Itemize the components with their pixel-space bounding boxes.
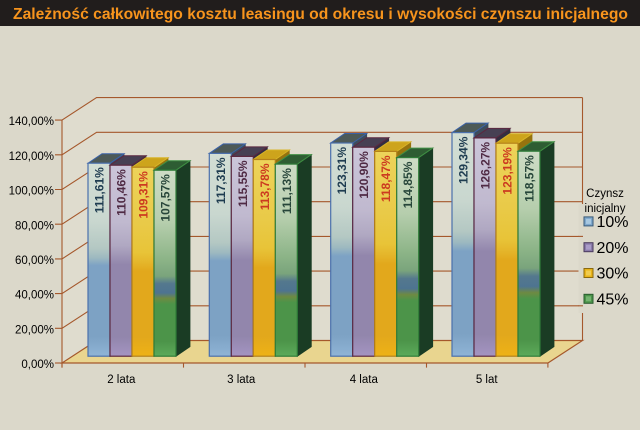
svg-text:118,57%: 118,57% [523, 155, 537, 202]
svg-text:111,13%: 111,13% [280, 168, 294, 214]
svg-text:123,19%: 123,19% [501, 147, 515, 195]
svg-text:80,00%: 80,00% [15, 220, 54, 232]
svg-text:140,00%: 140,00% [9, 116, 54, 128]
svg-text:120,00%: 120,00% [9, 151, 54, 163]
svg-text:20,00%: 20,00% [15, 324, 54, 336]
svg-text:123,31%: 123,31% [335, 147, 349, 195]
svg-text:109,31%: 109,31% [137, 171, 151, 219]
svg-text:Zależność całkowitego kosztu l: Zależność całkowitego kosztu leasingu od… [13, 6, 628, 23]
svg-text:110,46%: 110,46% [115, 169, 129, 216]
svg-text:30%: 30% [597, 266, 629, 283]
svg-text:20%: 20% [597, 240, 629, 257]
svg-text:120,90%: 120,90% [357, 151, 371, 199]
svg-text:4 lata: 4 lata [350, 374, 379, 386]
svg-text:114,85%: 114,85% [401, 161, 415, 208]
svg-text:60,00%: 60,00% [15, 255, 54, 267]
svg-text:129,34%: 129,34% [457, 136, 471, 184]
svg-text:0,00%: 0,00% [21, 359, 54, 371]
svg-text:126,27%: 126,27% [479, 142, 493, 190]
svg-text:100,00%: 100,00% [9, 186, 54, 198]
svg-text:40,00%: 40,00% [15, 290, 54, 302]
svg-text:118,47%: 118,47% [379, 155, 393, 202]
svg-text:5 lat: 5 lat [476, 374, 499, 386]
svg-text:115,55%: 115,55% [236, 160, 250, 207]
svg-text:113,78%: 113,78% [258, 163, 272, 210]
svg-text:10%: 10% [597, 214, 629, 231]
svg-text:Czynsz: Czynsz [586, 188, 624, 200]
svg-text:45%: 45% [597, 292, 629, 309]
svg-text:117,31%: 117,31% [214, 157, 228, 204]
svg-text:111,61%: 111,61% [93, 167, 107, 213]
svg-text:107,57%: 107,57% [159, 174, 173, 222]
svg-text:2 lata: 2 lata [107, 374, 136, 386]
svg-text:3 lata: 3 lata [227, 374, 256, 386]
